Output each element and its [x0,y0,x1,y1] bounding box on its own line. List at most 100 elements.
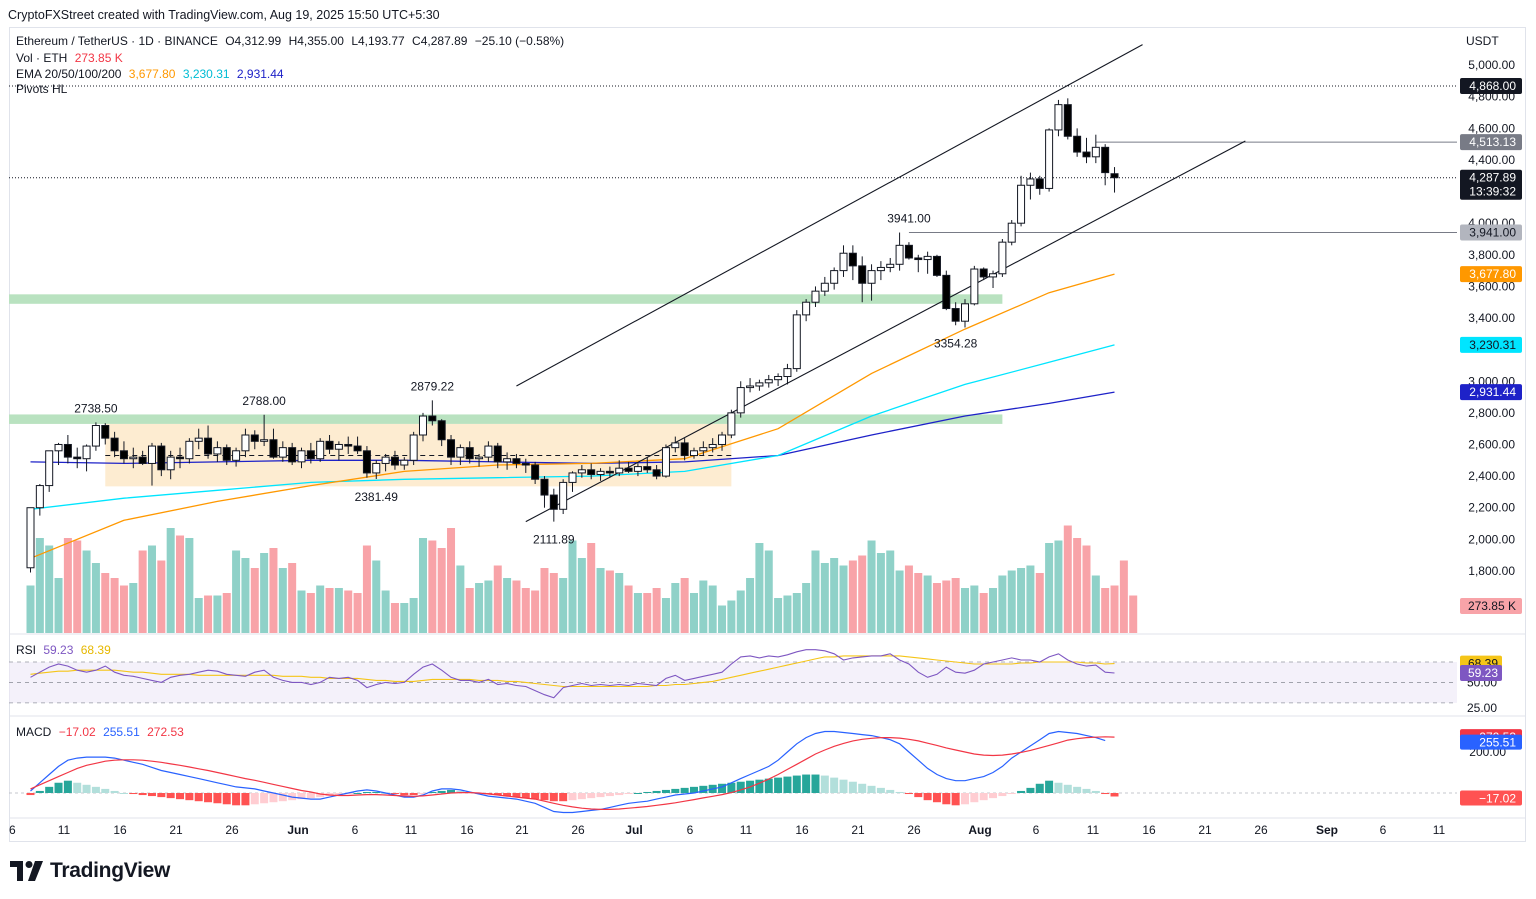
macd-hist-bar [91,786,100,793]
volume-bar [1017,568,1026,633]
time-tick-label: Jun [287,823,308,837]
macd-line [30,730,1106,814]
rsi-label[interactable]: RSI [16,643,37,657]
macd-hist-bar [932,793,941,803]
price-tick-label: 2,200.00 [1468,501,1515,515]
candle-body [1045,129,1054,189]
tradingview-brand[interactable]: TradingView [10,857,170,885]
candle-body [932,255,941,276]
candle-body [138,456,147,464]
volume-bar [147,545,156,633]
candle-body [858,265,867,284]
volume-bar [381,590,390,633]
price-pane [9,44,1457,633]
volume-bar [764,550,773,633]
candle-body [774,376,783,381]
volume-bar [138,550,147,633]
macd-hist-bar [680,787,689,793]
candle-body [110,437,119,452]
candle-body [671,442,680,449]
currency-label[interactable]: USDT [1466,34,1499,48]
macd-hist-bar [970,793,979,803]
volume-bar [1035,573,1044,633]
countdown-label: 13:39:32 [1469,185,1516,199]
macd-line-badge: 255.51 [1479,736,1516,750]
macd-hist-bar [596,793,605,798]
tradingview-logo-icon [10,861,43,881]
volume-bar [680,578,689,633]
macd-hist-bar [652,790,661,793]
volume-bar [35,538,44,633]
volume-bar [624,585,633,633]
volume-bar [484,580,493,633]
macd-hist-bar [185,793,194,801]
macd-hist-bar [213,793,222,804]
time-tick-label: 11 [1433,823,1446,837]
candle-body [839,252,848,272]
price-tick-label: 3,800.00 [1468,248,1515,262]
candle-body [521,462,530,466]
time-axis: 6 11 16 21 26 Jun 6 11 16 21 26 Jul 6 11 16 21 26 Aug 6 11 1… [9,823,1446,837]
macd-hist-bar [1091,790,1100,793]
volume-bar [689,593,698,633]
price-tick-label: 4,400.00 [1468,153,1515,167]
candle-body [465,447,474,460]
volume-bar [344,590,353,633]
macd-hist-bar [540,793,549,801]
macd-hist-bar [951,793,960,806]
volume-bar [961,588,969,633]
macd-label[interactable]: MACD [16,725,52,739]
macd-hist-bar [119,793,128,794]
volume-bar [288,563,297,633]
volume-bar [876,553,885,633]
macd-hist-bar [587,793,596,799]
macd-hist-bar [559,793,568,802]
price-tick-label: 3,600.00 [1468,279,1515,293]
volume-bar [409,598,418,633]
macd-hist-bar [727,782,736,793]
volume-bar [101,573,110,633]
macd-hist-bar [1063,784,1072,793]
candle-body [1063,104,1072,137]
macd-hist-bar [26,793,35,796]
volume-bar [531,590,540,633]
macd-hist-bar [54,782,63,793]
candle-body [979,268,988,278]
macd-hist-bar [568,793,577,801]
macd-hist-bar [447,789,456,793]
candle-body [475,456,484,460]
header-attribution: CryptoFXStreet created with TradingView.… [8,8,440,22]
price-tick-label: 2,800.00 [1468,406,1515,420]
volume-bar [437,548,446,633]
channel-trendline [516,44,1143,387]
volume-bar [91,563,100,633]
volume-bar [848,560,857,633]
macd-hist-bar [260,793,269,804]
candle-body [531,464,540,480]
macd-hist-bar [503,793,512,797]
volume-bar [736,590,745,633]
volume-bar [400,603,409,633]
volume-bar [1073,538,1082,633]
symbol-name[interactable]: Ethereum / TetherUS · 1D · BINANCE [16,34,218,48]
candle-body [241,434,250,452]
candle-body [540,478,549,496]
pivot-label: 2738.50 [74,402,118,416]
macd-hist-bar [979,793,988,801]
candle-body [699,447,708,452]
candle-body [63,443,72,458]
candle-body [736,387,745,414]
volume-bar [26,585,35,633]
macd-hist-bar [886,789,895,793]
volume-bar [297,590,306,633]
macd-hist-bar [764,778,773,793]
level-badge-bg [1460,134,1522,151]
ema-label[interactable]: EMA 20/50/100/200 [16,67,122,81]
macd-hist-bar [671,788,680,793]
pivot-label: 2788.00 [242,394,286,408]
price-axis: 5,000.004,800.004,600.004,400.004,000.00… [1460,58,1522,614]
volume-label[interactable]: Vol · ETH [16,51,68,65]
volume-bar [418,538,427,633]
candle-body [1054,104,1063,131]
